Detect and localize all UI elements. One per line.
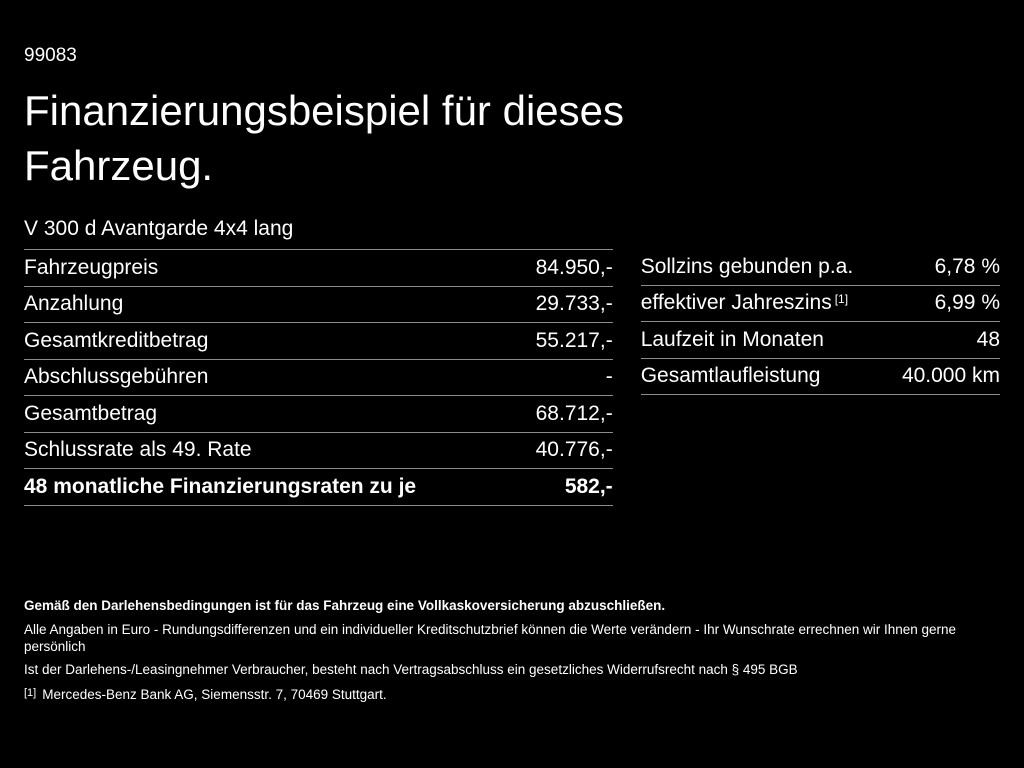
footnote-ref: [1] — [834, 292, 849, 307]
vehicle-model: V 300 d Avantgarde 4x4 lang — [24, 217, 294, 240]
table-row-vehicle-price: Fahrzeugpreis 84.950,- — [24, 250, 613, 287]
financing-tables: Fahrzeugpreis 84.950,- Anzahlung 29.733,… — [24, 249, 1000, 506]
table-row-effective-interest: effektiver Jahreszins [1] 6,99 % — [640, 286, 1000, 322]
row-value: 6,78 % — [934, 254, 1000, 278]
table-row-total-mileage: Gesamtlaufleistung 40.000 km — [640, 359, 1000, 395]
row-value: 29.733,- — [535, 292, 613, 316]
row-label: Anzahlung — [24, 292, 124, 316]
table-row-term-months: Laufzeit in Monaten 48 — [640, 322, 1000, 359]
disclaimer-line-1: Alle Angaben in Euro - Rundungsdifferenz… — [24, 622, 957, 654]
row-label: Fahrzeugpreis — [24, 255, 159, 279]
row-label: Gesamtlaufleistung — [640, 364, 821, 388]
row-label: 48 monatliche Finanzierungsraten zu je — [24, 474, 417, 498]
table-row-total-amount: Gesamtbetrag 68.712,- — [24, 396, 613, 433]
disclaimer-line-2: Ist der Darlehens-/Leasingnehmer Verbrau… — [24, 662, 798, 677]
table-row-final-installment: Schlussrate als 49. Rate 40.776,- — [24, 433, 613, 469]
row-value: 68.712,- — [535, 401, 613, 425]
row-label: Schlussrate als 49. Rate — [24, 438, 252, 462]
legal-footer: Gemäß den Darlehensbedingungen ist für d… — [24, 597, 1000, 709]
row-label: Gesamtkreditbetrag — [24, 328, 209, 352]
row-value: 48 — [976, 327, 1000, 351]
table-row-monthly-rate: 48 monatliche Finanzierungsraten zu je 5… — [24, 469, 613, 506]
table-row-total-credit: Gesamtkreditbetrag 55.217,- — [24, 323, 613, 360]
row-label: Laufzeit in Monaten — [640, 327, 824, 351]
footnote-text: Mercedes-Benz Bank AG, Siemensstr. 7, 70… — [42, 687, 387, 702]
footnote-marker: [1] — [24, 687, 37, 699]
row-value: 582,- — [564, 474, 613, 498]
row-value: - — [605, 365, 613, 389]
financing-cost-table: Fahrzeugpreis 84.950,- Anzahlung 29.733,… — [24, 249, 613, 506]
row-label: effektiver Jahreszins [1] — [640, 291, 849, 315]
row-value: 6,99 % — [934, 291, 1000, 315]
doc-number: 99083 — [24, 45, 77, 66]
table-row-nominal-interest: Sollzins gebunden p.a. 6,78 % — [640, 249, 1000, 286]
table-row-down-payment: Anzahlung 29.733,- — [24, 287, 613, 323]
row-value: 40.000 km — [901, 364, 1000, 388]
table-row-closing-fees: Abschlussgebühren - — [24, 360, 613, 396]
page-title: Finanzierungsbeispiel für dieses Fahrzeu… — [24, 87, 624, 189]
footnote: [1] Mercedes-Benz Bank AG, Siemensstr. 7,… — [24, 685, 1000, 703]
row-label: Abschlussgebühren — [24, 365, 209, 389]
row-value: 40.776,- — [535, 438, 613, 462]
row-label: Sollzins gebunden p.a. — [640, 254, 854, 278]
row-value: 84.950,- — [535, 255, 613, 279]
row-value: 55.217,- — [535, 328, 613, 352]
row-label: Gesamtbetrag — [24, 401, 158, 425]
insurance-note: Gemäß den Darlehensbedingungen ist für d… — [24, 598, 666, 613]
financing-terms-table: Sollzins gebunden p.a. 6,78 % effektiver… — [640, 249, 1000, 506]
